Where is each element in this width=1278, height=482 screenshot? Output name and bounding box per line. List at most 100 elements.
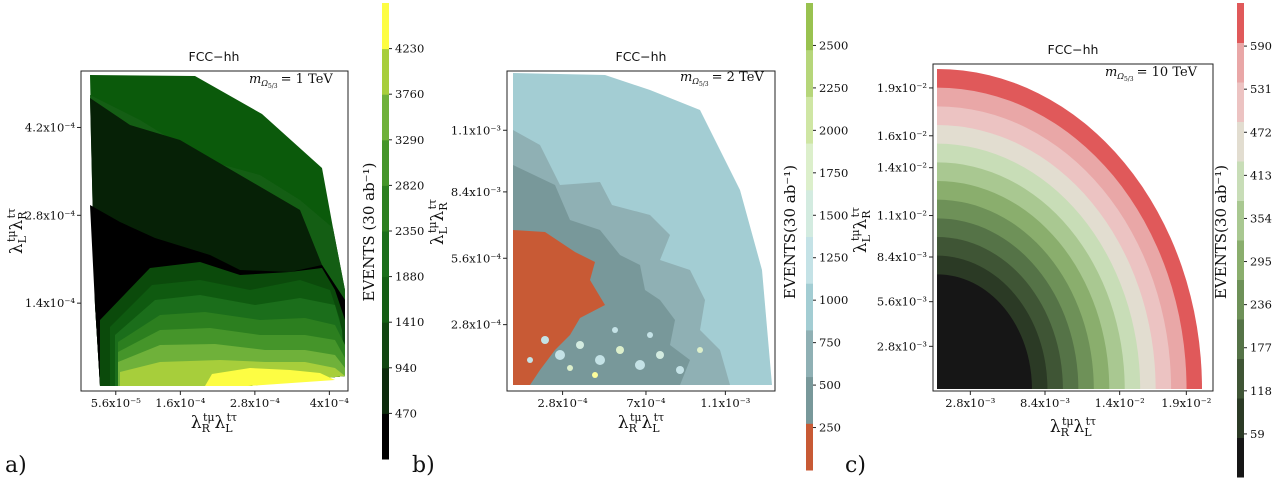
panel-c-ytick-label-2: 8.4x10⁻³	[877, 250, 927, 264]
panel-b-colorbar-tick-label-9: 2500	[819, 38, 848, 52]
panel-c-colorbar-segment-8	[1237, 121, 1244, 162]
panel-c-colorbar-tick-label-1: 118	[1250, 384, 1272, 398]
panel-c-colorbar-segment-5	[1237, 240, 1244, 280]
panel-b-ytick-label-3: 1.1x10⁻³	[451, 123, 501, 137]
panel-c-label: c)	[845, 453, 866, 478]
panel-b-colorbar-segment-2	[806, 329, 813, 378]
panel-b-colorbar-segment-7	[806, 96, 813, 144]
panel-b-colorbar: 250 500 750 1000 1250 1500 1750 2000 2250 2500	[806, 3, 848, 471]
panel-c-contour-band-0	[937, 274, 1032, 389]
panel-a-colorbar-tick-label-8: 4230	[395, 42, 424, 56]
panel-c-ytick-label-3: 1.1x10⁻²	[877, 209, 927, 223]
panel-a-colorbar-tick-label-0: 470	[395, 406, 417, 420]
panel-a-xtick-label-0: 5.6x10⁻⁵	[91, 396, 141, 410]
panel-b-ytick-label-0: 2.8x10⁻⁴	[451, 318, 501, 332]
panel-a-colorbar-segment-9	[382, 3, 389, 50]
panel-b-frame	[506, 70, 776, 392]
panel-a-colorbar-segment-1	[382, 367, 389, 414]
panel-a-title: FCC−hh	[189, 49, 240, 64]
panel-a-ytick-label-0: 1.4x10⁻⁴	[25, 296, 75, 310]
panel-b-colorbar-segment-3	[806, 283, 813, 331]
panel-c-colorbar-segment-6	[1237, 200, 1244, 241]
panel-b-colorbar-tick-label-1: 500	[819, 378, 841, 392]
panel-c-colorbar-segment-7	[1237, 161, 1244, 201]
panel-c-colorbar-tick-label-4: 295	[1250, 255, 1272, 269]
panel-c-ylabel: λLtμλRtτ	[849, 207, 873, 253]
panel-c-colorbar-segment-0	[1237, 437, 1244, 478]
panel-c-mass-annotation: mΩ5/3 = 10 TeV	[1105, 65, 1198, 83]
panel-b-xtick-label-1: 7x10⁻⁴	[626, 396, 666, 410]
panel-c-frame	[932, 63, 1214, 392]
panel-b-speckles	[527, 327, 703, 378]
panel-b-colorbar-tick-label-3: 1000	[819, 293, 848, 307]
panel-b-colorbar-tick-label-7: 2000	[819, 123, 848, 137]
panel-c-colorbar: 59 118 177 236 295 354 413 472 531 590	[1237, 3, 1272, 478]
panel-b-colorbar-tick-label-0: 250	[819, 421, 841, 435]
panel-c-xtick-label-2: 1.4x10⁻²	[1095, 396, 1145, 410]
panel-c-xtick-label-3: 1.9x10⁻²	[1161, 396, 1211, 410]
panel-c-colorbar-tick-label-2: 177	[1250, 341, 1272, 355]
panel-c-colorbar-segment-11	[1237, 3, 1244, 43]
panel-c-colorbar-tick-label-9: 590	[1250, 39, 1272, 53]
panel-c-xtick-label-0: 2.8x10⁻³	[945, 396, 995, 410]
panel-b-low-region	[513, 230, 605, 385]
panel-c-colorbar-segment-2	[1237, 358, 1244, 399]
panel-b-colorbar-tick-label-4: 1250	[819, 251, 848, 265]
panel-c-colorbar-tick-label-8: 531	[1250, 82, 1272, 96]
panel-a-colorbar-segment-4	[382, 231, 389, 278]
panel-b-colorbar-segment-8	[806, 49, 813, 97]
panel-b-axes: 2.8x10⁻⁴ 7x10⁻⁴ 1.1x10⁻³ 2.8x10⁻⁴ 5.6x10⁻⁴ 8.…	[451, 123, 751, 410]
panel-a-colorbar: 470 940 1410 1880 2350 2820 3290 3760 4230	[382, 3, 424, 460]
panel-a-colorbar-segment-0	[382, 413, 389, 460]
panel-b-xtick-label-2: 1.1x10⁻³	[700, 396, 750, 410]
panel-c-colorbar-tick-label-6: 413	[1250, 168, 1272, 182]
panel-b-xlabel: λRtμλLtτ	[618, 411, 664, 435]
panel-a-colorbar-tick-label-5: 2820	[395, 178, 424, 192]
panel-c-contours	[937, 69, 1202, 390]
panel-a-xtick-label-2: 2.8x10⁻⁴	[230, 396, 280, 410]
panel-c-colorbar-tick-label-3: 236	[1250, 298, 1272, 312]
panel-b-title: FCC−hh	[616, 49, 667, 64]
panel-c-colorbar-tick-label-7: 472	[1250, 125, 1272, 139]
panel-a-colorbar-label: EVENTS (30 ab⁻¹)	[360, 163, 378, 302]
panel-b-mass-annotation: mΩ5/3 = 2 TeV	[680, 70, 764, 88]
panel-b-xtick-label-0: 2.8x10⁻⁴	[538, 396, 588, 410]
panel-b: FCC−hh mΩ5/3 = 2 TeV 2.8x10⁻⁴ 7x10⁻⁴ 1.1x10…	[412, 3, 848, 478]
panel-a-xtick-label-1: 1.6x10⁻⁴	[155, 396, 205, 410]
panel-a-mass-annotation: mΩ5/3 = 1 TeV	[249, 72, 333, 90]
panel-b-colorbar-segment-9	[806, 3, 813, 51]
panel-a-colorbar-tick-label-3: 1880	[395, 270, 424, 284]
panel-b-colorbar-label: EVENTS(30 ab⁻¹)	[781, 165, 799, 299]
panel-b-ylabel: λLtμλRtτ	[426, 199, 450, 245]
panel-b-colorbar-segment-1	[806, 376, 813, 424]
panel-a-colorbar-tick-label-6: 3290	[395, 133, 424, 147]
panel-c-title: FCC−hh	[1048, 42, 1099, 57]
panel-a-ylabel: λLtμλRtτ	[5, 208, 29, 254]
panel-a-contours	[90, 75, 345, 386]
panel-c-colorbar-segment-3	[1237, 319, 1244, 359]
panel-a-xtick-label-3: 4x10⁻⁴	[310, 396, 350, 410]
panel-b-label: b)	[412, 453, 435, 478]
panel-b-colorbar-segment-6	[806, 143, 813, 191]
panel-a-colorbar-tick-label-2: 1410	[395, 315, 424, 329]
panel-c-xlabel: λRtμλLtτ	[1050, 415, 1096, 439]
panel-c-colorbar-tick-label-0: 59	[1250, 427, 1265, 441]
panel-c-colorbar-label: EVENTS(30 ab⁻¹)	[1212, 165, 1230, 299]
panel-a-colorbar-tick-label-1: 940	[395, 361, 417, 375]
panel-b-colorbar-tick-label-6: 1750	[819, 166, 848, 180]
panel-a-colorbar-segment-8	[382, 48, 389, 95]
panel-a-colorbar-tick-label-7: 3760	[395, 87, 424, 101]
panel-a-ytick-label-1: 2.8x10⁻⁴	[25, 208, 75, 222]
panel-a-xlabel: λRtμλLtτ	[191, 411, 237, 435]
panel-c-colorbar-segment-4	[1237, 279, 1244, 320]
panel-c-ytick-label-4: 1.4x10⁻²	[877, 161, 927, 175]
panel-b-colorbar-tick-label-2: 750	[819, 336, 841, 350]
panel-a-label: a)	[5, 453, 27, 478]
panel-c-ytick-label-6: 1.9x10⁻²	[877, 81, 927, 95]
panel-b-colorbar-tick-label-5: 1500	[819, 208, 848, 222]
panel-a-colorbar-segment-2	[382, 322, 389, 369]
panel-a-colorbar-segment-6	[382, 139, 389, 186]
panel-c-axes: 2.8x10⁻³ 8.4x10⁻³ 1.4x10⁻² 1.9x10⁻² 2.8x10⁻³…	[877, 81, 1211, 410]
panel-a-colorbar-tick-label-4: 2350	[395, 224, 424, 238]
